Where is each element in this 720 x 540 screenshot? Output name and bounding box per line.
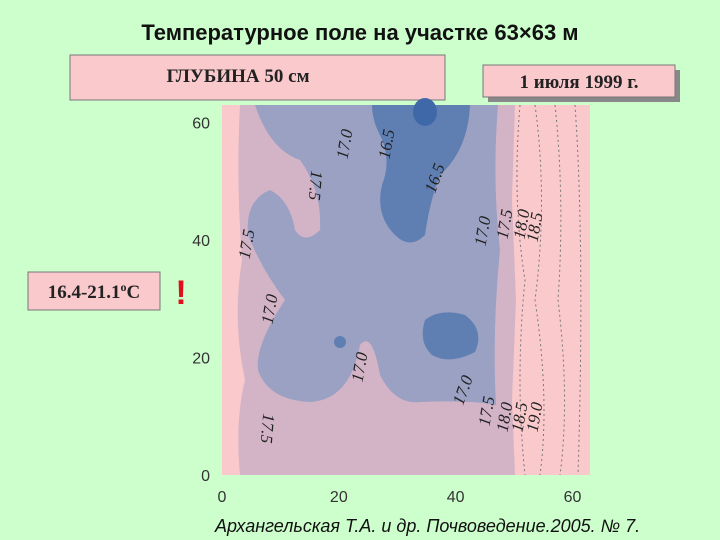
contour-map <box>222 98 590 476</box>
contour-label: 17.5 <box>305 170 327 201</box>
region-16-5-c <box>334 336 346 348</box>
contour-label: 17.0 <box>258 292 282 325</box>
y-tick-label: 60 <box>192 116 210 133</box>
subtitle: ГЛУБИНА 50 см <box>166 66 309 87</box>
contour-label: 17.5 <box>235 228 259 261</box>
source: Архангельская Т.А. и др. Почвоведение.20… <box>214 516 640 536</box>
date-box <box>482 64 676 98</box>
x-tick-label: 20 <box>330 489 348 506</box>
date: 1 июля 1999 г. <box>520 72 639 93</box>
contour-label: 19.0 <box>523 400 547 433</box>
y-tick-label: 20 <box>192 351 210 368</box>
subtitle-box <box>69 54 446 101</box>
x-tick-label: 0 <box>218 489 227 506</box>
x-tick-label: 60 <box>564 489 582 506</box>
contour-label: 17.0 <box>333 127 357 160</box>
region-16-5-b <box>422 312 479 360</box>
y-tick-label: 0 <box>201 468 210 485</box>
range-unit: С <box>127 282 141 303</box>
range-unit-sup: о <box>121 280 127 294</box>
y-tick-label: 40 <box>192 233 210 250</box>
range-box <box>27 271 161 311</box>
contour-label: 18.0 <box>493 400 517 433</box>
region-16-5 <box>372 105 470 243</box>
contour-label: 17.5 <box>475 395 499 428</box>
title: Температурное поле на участке 63×63 м <box>141 20 578 45</box>
contour-label: 18.5 <box>523 211 547 244</box>
x-tick-label: 40 <box>447 489 465 506</box>
range-value: 16.4-21.1 <box>48 282 121 303</box>
contour-label: 18.0 <box>510 207 534 240</box>
contour-label: 16.5 <box>375 128 399 161</box>
contour-label: 17.5 <box>257 413 279 444</box>
range: 16.4-21.1оС <box>48 280 141 303</box>
alert: ! <box>175 274 186 312</box>
contour-lines <box>516 104 582 476</box>
contour-label: 17.5 <box>493 208 517 241</box>
contour-label: 17.0 <box>471 214 495 247</box>
contour-label: 17.0 <box>348 350 372 383</box>
region-16-0 <box>413 98 437 126</box>
contour-label: 18.5 <box>508 401 532 434</box>
